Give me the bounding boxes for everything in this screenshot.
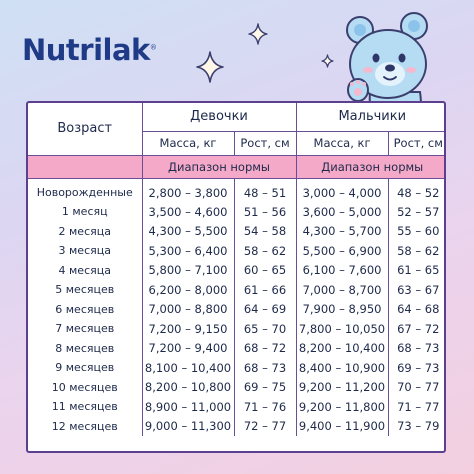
girls-mass-cell: 3,500 – 4,600 bbox=[142, 202, 235, 222]
boys-height-cell: 73 – 79 bbox=[397, 419, 440, 434]
boys-group-header: Мальчики bbox=[296, 103, 444, 132]
age-cell: 11 месяцев bbox=[28, 397, 143, 417]
age-cell: 10 месяцев bbox=[28, 377, 143, 397]
boys-mass-cell: 3,000 – 4,000 bbox=[296, 178, 389, 202]
girls-range-label: Диапазон нормы bbox=[142, 154, 297, 179]
boys-mass-cell: 9,200 – 11,200 bbox=[296, 377, 389, 397]
girls-height-cell: 72 – 77 bbox=[234, 416, 297, 436]
table-row: 10 месяцев 8,200 – 10,800 69 – 75 9,200 – 1… bbox=[28, 377, 444, 397]
girls-mass-cell: 8,100 – 10,400 bbox=[142, 358, 235, 378]
sparkle-icon bbox=[196, 51, 224, 83]
bear-mascot-icon bbox=[346, 12, 428, 118]
table-row: 8 месяцев 7,200 – 9,400 68 – 72 8,200 – 10,… bbox=[28, 338, 444, 358]
boys-mass-cell: 3,600 – 5,000 bbox=[296, 202, 389, 222]
growth-norms-table: Возраст Девочки Мальчики Масса, кг Рост,… bbox=[28, 103, 444, 436]
table-row: 4 месяца 5,800 – 7,100 60 – 65 6,100 – 7,60… bbox=[28, 260, 444, 280]
brand-logo: Nutrilak® bbox=[22, 33, 157, 67]
girls-height-cell: 69 – 75 bbox=[234, 377, 297, 397]
girls-height-cell: 58 – 62 bbox=[234, 241, 297, 261]
boys-height-cell: 71 – 77 bbox=[397, 399, 440, 414]
age-cell: 7 месяцев bbox=[28, 319, 143, 339]
boys-mass-cell: 7,000 – 8,700 bbox=[296, 280, 389, 300]
table-body: Новорожденные 2,800 – 3,800 48 – 51 3,000 –… bbox=[28, 178, 444, 436]
girls-height-cell: 65 – 70 bbox=[234, 319, 297, 339]
table-row: 2 месяца 4,300 – 5,500 54 – 58 4,300 – 5,70… bbox=[28, 221, 444, 241]
table-row: 5 месяцев 6,200 – 8,000 61 – 66 7,000 – 8,7… bbox=[28, 280, 444, 300]
girls-group-header: Девочки bbox=[142, 103, 297, 132]
range-row: Диапазон нормы Диапазон нормы bbox=[28, 154, 444, 179]
girls-height-header: Рост, см bbox=[234, 131, 297, 155]
girls-height-cell: 68 – 72 bbox=[234, 338, 297, 358]
girls-height-cell: 54 – 58 bbox=[234, 221, 297, 241]
boys-mass-cell: 8,200 – 10,400 bbox=[296, 338, 389, 358]
brand-name: Nutrilak bbox=[22, 33, 150, 67]
boys-height-cell: 67 – 72 bbox=[397, 321, 440, 336]
table-row: Новорожденные 2,800 – 3,800 48 – 51 3,000 –… bbox=[28, 178, 444, 202]
boys-mass-cell: 7,800 – 10,050 bbox=[296, 319, 389, 339]
girls-mass-header: Масса, кг bbox=[142, 131, 235, 155]
table-row: 12 месяцев 9,000 – 11,300 72 – 77 9,400 – 1… bbox=[28, 416, 444, 436]
age-cell: 6 месяцев bbox=[28, 299, 143, 319]
boys-height-cell: 52 – 57 bbox=[397, 204, 440, 219]
boys-mass-cell: 9,400 – 11,900 bbox=[296, 416, 389, 436]
table-row: 9 месяцев 8,100 – 10,400 68 – 73 8,400 – 10… bbox=[28, 358, 444, 378]
boys-height-cell: 48 – 52 bbox=[397, 185, 440, 200]
boys-height-cell: 61 – 65 bbox=[397, 263, 440, 278]
girls-height-cell: 61 – 66 bbox=[234, 280, 297, 300]
boys-height-cell: 55 – 60 bbox=[397, 224, 440, 239]
table-row: 7 месяцев 7,200 – 9,150 65 – 70 7,800 – 10,… bbox=[28, 319, 444, 339]
age-cell: 12 месяцев bbox=[28, 416, 143, 436]
boys-mass-header: Масса, кг bbox=[296, 131, 389, 155]
girls-mass-cell: 7,200 – 9,150 bbox=[142, 319, 235, 339]
girls-mass-cell: 8,200 – 10,800 bbox=[142, 377, 235, 397]
girls-height-cell: 51 – 56 bbox=[234, 202, 297, 222]
boys-mass-cell: 7,900 – 8,950 bbox=[296, 299, 389, 319]
boys-range-label: Диапазон нормы bbox=[296, 154, 444, 179]
boys-height-cell: 68 – 73 bbox=[397, 341, 440, 356]
age-cell: 1 месяц bbox=[28, 202, 143, 222]
boys-height-cell: 69 – 73 bbox=[397, 360, 440, 375]
age-cell: 4 месяца bbox=[28, 260, 143, 280]
girls-mass-cell: 7,000 – 8,800 bbox=[142, 299, 235, 319]
girls-mass-cell: 2,800 – 3,800 bbox=[142, 178, 235, 202]
girls-mass-cell: 5,300 – 6,400 bbox=[142, 241, 235, 261]
girls-mass-cell: 7,200 – 9,400 bbox=[142, 338, 235, 358]
table-row: 1 месяц 3,500 – 4,600 51 – 56 3,600 – 5,000… bbox=[28, 202, 444, 222]
age-cell: 3 месяца bbox=[28, 241, 143, 261]
age-cell: 2 месяца bbox=[28, 221, 143, 241]
girls-mass-cell: 6,200 – 8,000 bbox=[142, 280, 235, 300]
age-cell: 5 месяцев bbox=[28, 280, 143, 300]
table-row: 3 месяца 5,300 – 6,400 58 – 62 5,500 – 6,90… bbox=[28, 241, 444, 261]
boys-mass-cell: 8,400 – 10,900 bbox=[296, 358, 389, 378]
girls-height-cell: 60 – 65 bbox=[234, 260, 297, 280]
girls-height-cell: 68 – 73 bbox=[234, 358, 297, 378]
range-spacer bbox=[28, 154, 143, 179]
age-cell: 8 месяцев bbox=[28, 338, 143, 358]
boys-height-cell: 63 – 67 bbox=[397, 282, 440, 297]
age-cell: Новорожденные bbox=[28, 178, 143, 202]
sparkle-icon bbox=[248, 23, 268, 45]
girls-mass-cell: 5,800 – 7,100 bbox=[142, 260, 235, 280]
table-row: 6 месяцев 7,000 – 8,800 64 – 69 7,900 – 8,9… bbox=[28, 299, 444, 319]
table-row: 11 месяцев 8,900 – 11,000 71 – 76 9,200 – 1… bbox=[28, 397, 444, 417]
boys-mass-cell: 5,500 – 6,900 bbox=[296, 241, 389, 261]
boys-height-cell: 58 – 62 bbox=[397, 243, 440, 258]
girls-mass-cell: 9,000 – 11,300 bbox=[142, 416, 235, 436]
boys-height-header: Рост, см bbox=[393, 136, 443, 150]
brand-registered-mark: ® bbox=[149, 43, 157, 52]
boys-mass-cell: 9,200 – 11,800 bbox=[296, 397, 389, 417]
boys-mass-cell: 6,100 – 7,600 bbox=[296, 260, 389, 280]
girls-height-cell: 48 – 51 bbox=[234, 178, 297, 202]
age-column-header: Возраст bbox=[28, 103, 143, 155]
girls-mass-cell: 8,900 – 11,000 bbox=[142, 397, 235, 417]
boys-height-cell: 70 – 77 bbox=[397, 380, 440, 395]
growth-table-card: Возраст Девочки Мальчики Масса, кг Рост,… bbox=[26, 101, 446, 453]
age-cell: 9 месяцев bbox=[28, 358, 143, 378]
sparkle-icon bbox=[321, 54, 334, 68]
girls-mass-cell: 4,300 – 5,500 bbox=[142, 221, 235, 241]
girls-height-cell: 71 – 76 bbox=[234, 397, 297, 417]
boys-mass-cell: 4,300 – 5,700 bbox=[296, 221, 389, 241]
boys-height-cell: 64 – 68 bbox=[397, 302, 440, 317]
girls-height-cell: 64 – 69 bbox=[234, 299, 297, 319]
